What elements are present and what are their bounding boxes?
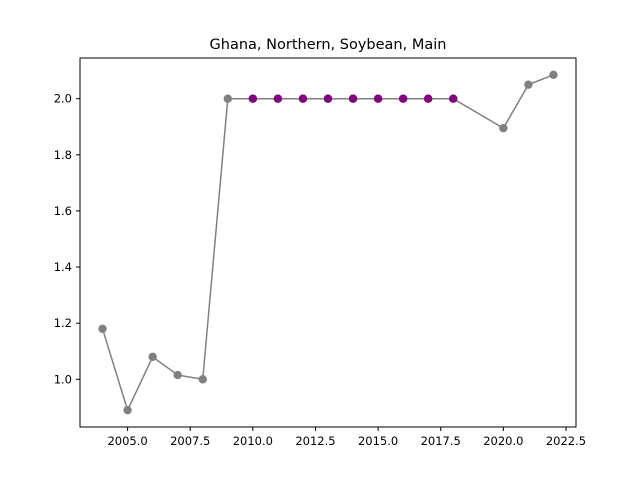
data-point bbox=[98, 324, 107, 333]
data-point bbox=[173, 370, 182, 380]
data-point bbox=[198, 375, 207, 384]
highlighted-point bbox=[424, 94, 433, 103]
data-point bbox=[223, 94, 232, 103]
highlighted-point bbox=[348, 94, 358, 103]
x-tick-label: 2022.5 bbox=[546, 434, 586, 448]
data-point bbox=[499, 123, 508, 133]
highlighted-point bbox=[323, 94, 333, 103]
highlighted-point bbox=[398, 94, 408, 103]
plot-layer: 2005.0 2007.5 2010.0 2012.5 2015.0 2017.5 2020… bbox=[54, 70, 586, 448]
y-tick-label: 1.0 bbox=[54, 372, 72, 386]
data-point bbox=[123, 405, 132, 415]
plot-frame bbox=[79, 57, 577, 428]
x-tick-label: 2015.0 bbox=[358, 434, 398, 448]
y-tick-label: 1.2 bbox=[54, 316, 72, 330]
data-point bbox=[549, 70, 558, 80]
x-tick-label: 2020.0 bbox=[483, 434, 523, 448]
highlighted-point bbox=[449, 94, 458, 103]
data-point bbox=[524, 80, 533, 89]
x-tick-label: 2017.5 bbox=[421, 434, 461, 448]
highlighted-point bbox=[298, 94, 308, 103]
x-tick-label: 2012.5 bbox=[295, 434, 335, 448]
highlighted-point bbox=[273, 94, 283, 103]
highlighted-point bbox=[248, 94, 258, 103]
data-point bbox=[148, 352, 157, 362]
x-tick-label: 2010.0 bbox=[233, 434, 273, 448]
x-tick-label: 2007.5 bbox=[170, 434, 210, 448]
x-tick-label: 2005.0 bbox=[107, 434, 147, 448]
y-tick-label: 1.6 bbox=[54, 204, 72, 218]
y-tick-label: 2.0 bbox=[54, 92, 72, 106]
chart-title: Ghana, Northern, Soybean, Main bbox=[210, 37, 447, 53]
series-line bbox=[101, 74, 554, 413]
y-tick-label: 1.8 bbox=[54, 148, 72, 162]
y-tick-label: 1.4 bbox=[54, 260, 72, 274]
highlighted-point bbox=[373, 94, 383, 103]
